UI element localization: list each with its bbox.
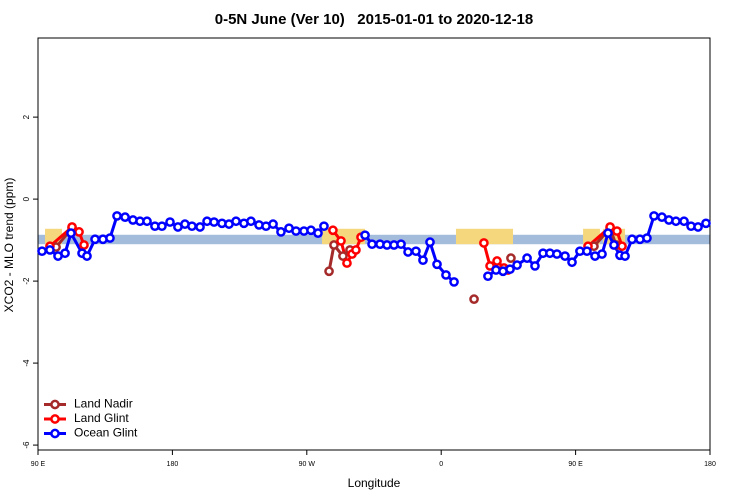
data-point (512, 260, 522, 270)
data-point (351, 245, 361, 255)
data-point (105, 233, 115, 243)
legend-label: Land Nadir (74, 397, 133, 411)
data-point (142, 216, 152, 227)
data-point (642, 233, 652, 243)
data-point (360, 230, 370, 241)
x-axis-label: Longitude (348, 476, 401, 490)
data-point (671, 216, 681, 227)
land-span (455, 228, 514, 245)
data-point (530, 261, 540, 271)
data-point (449, 277, 459, 287)
x-tick-label: 90 E (568, 461, 583, 468)
data-point (313, 228, 323, 238)
legend-label: Land Glint (74, 411, 129, 425)
data-point (231, 216, 241, 227)
x-tick-label: 180 (167, 461, 179, 468)
y-tick-label: 2 (22, 114, 31, 119)
data-point (522, 253, 532, 263)
data-point (90, 234, 100, 245)
data-point (268, 219, 278, 229)
x-tick-label: 90 E (31, 461, 46, 468)
data-point (479, 238, 489, 248)
data-point (396, 239, 406, 250)
data-point (79, 240, 89, 250)
y-axis-label: XCO2 - MLO trend (ppm) (2, 178, 16, 313)
y-tick-label: 0 (22, 196, 31, 201)
data-point (324, 266, 334, 277)
data-point (342, 258, 352, 268)
data-point (112, 211, 122, 221)
data-point (195, 222, 205, 232)
x-tick-label: 90 W (299, 461, 316, 468)
data-point (45, 245, 55, 255)
data-point (276, 227, 286, 237)
data-point (157, 221, 167, 232)
data-point (617, 241, 627, 252)
data-point (505, 264, 515, 275)
y-tick-label: -6 (22, 441, 31, 449)
data-point (246, 216, 256, 227)
data-point (165, 217, 175, 227)
data-point (291, 226, 301, 236)
legend-label: Ocean Glint (74, 426, 138, 440)
data-point (567, 257, 577, 268)
data-point (367, 239, 377, 250)
data-point (120, 212, 130, 222)
data-point (469, 294, 479, 304)
data-point (425, 237, 435, 248)
ocean-band (38, 234, 710, 245)
x-tick-label: 0 (439, 461, 443, 468)
data-point (603, 228, 613, 238)
data-point (597, 249, 607, 259)
data-point (432, 259, 442, 270)
data-point (187, 221, 197, 232)
data-point (649, 211, 659, 221)
data-point (552, 249, 562, 259)
data-point (328, 225, 338, 236)
data-point (701, 218, 711, 229)
data-point (329, 240, 339, 250)
data-point (612, 226, 622, 236)
data-point (319, 221, 329, 232)
y-tick-label: -2 (22, 277, 31, 285)
y-tick-label: -4 (22, 359, 31, 367)
data-point (582, 246, 592, 257)
legend-marker (50, 399, 60, 410)
data-point (483, 271, 493, 282)
plot-frame (37, 37, 711, 451)
data-point (418, 255, 428, 266)
legend-marker (50, 414, 60, 424)
data-point (441, 270, 451, 280)
data-point (336, 236, 346, 246)
data-point (620, 251, 630, 261)
data-point (560, 251, 570, 261)
data-point (403, 247, 413, 257)
data-point (679, 216, 689, 227)
data-point (82, 251, 92, 261)
data-point (506, 253, 516, 263)
data-point (627, 234, 637, 245)
data-point (609, 240, 619, 250)
data-point (66, 228, 76, 238)
data-point (338, 251, 348, 261)
chart-title: 0-5N June (Ver 10) 2015-01-01 to 2020-12… (215, 11, 534, 28)
data-point (209, 217, 219, 227)
data-point (74, 227, 84, 237)
x-tick-label: 180 (704, 461, 716, 468)
data-point (37, 246, 47, 257)
legend-marker (50, 428, 60, 439)
data-point (492, 256, 502, 266)
data-point (411, 246, 421, 257)
data-point (693, 222, 703, 232)
data-point (60, 248, 70, 259)
